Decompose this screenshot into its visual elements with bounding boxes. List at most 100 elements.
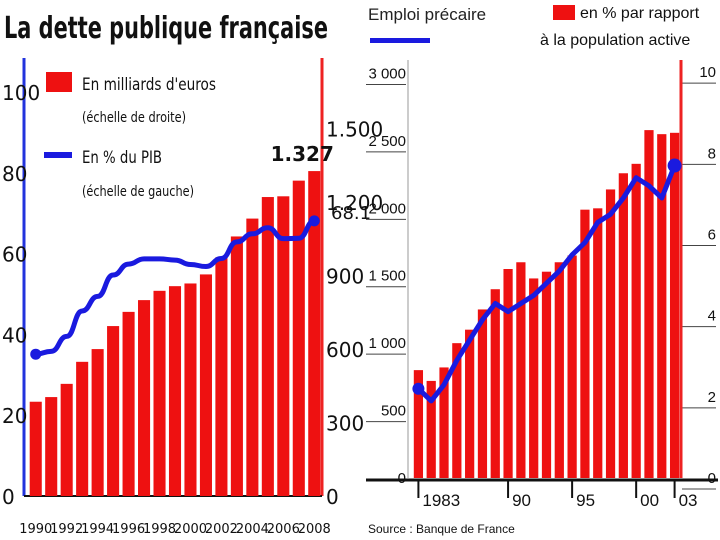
legend-line-note: (échelle de gauche) (82, 184, 194, 200)
bar-debt-2001 (199, 274, 212, 496)
left-y-tick-1500: 1 500 (368, 268, 406, 285)
right-y-tick-900: 900 (326, 265, 364, 289)
x-tick-1996: 1996 (112, 522, 145, 537)
right-legend-bar-line1: en % par rapport (580, 5, 700, 22)
right-y-tick-8: 8 (708, 145, 716, 162)
line-end-point (308, 215, 320, 227)
annotation-last-bar: 1.327 (271, 142, 334, 166)
bar-debt-1990 (29, 401, 42, 496)
annotation-last-line: 68.1 (331, 203, 371, 224)
bar-debt-1993 (76, 361, 89, 496)
right-y-tick-10: 10 (699, 64, 716, 81)
legend-line-swatch (44, 152, 72, 158)
right-y-tick-1200: 1.200 (326, 191, 383, 215)
left-y-tick-2000: 2 000 (368, 200, 406, 217)
bar-debt-2000 (184, 283, 197, 496)
right-legend-bar-swatch (553, 5, 575, 20)
bar-emploi-1984 (426, 380, 436, 478)
legend-line-label: En % du PIB (82, 148, 162, 168)
bar-emploi-1994 (554, 262, 564, 478)
bar-emploi-1992 (529, 278, 539, 478)
line-start-point (30, 348, 42, 360)
bar-emploi-1999 (618, 173, 628, 478)
bar-debt-2008 (308, 171, 321, 496)
right-y-tick-4: 4 (708, 308, 716, 325)
bar-debt-2002 (215, 257, 228, 496)
bar-emploi-1990 (503, 269, 513, 478)
right-chart: 0 500 1 000 1 500 2 000 2 500 3 000 0 2 4 6 8 10 1983… (366, 60, 718, 510)
bar-emploi-2000 (631, 163, 641, 478)
right-y-tick-1500: 1.500 (326, 118, 383, 142)
right-y-tick-2: 2 (708, 389, 716, 406)
bar-emploi-1986 (452, 343, 462, 478)
left-y-tick-500: 500 (381, 403, 406, 420)
left-chart: 0 20 40 60 80 100 0 300 600 900 1.200 1.500 19901992… (2, 58, 383, 537)
bar-debt-1997 (138, 300, 151, 496)
left-y-tick-0: 0 (2, 485, 15, 509)
legend-bar-label: En milliards d'euros (82, 75, 216, 95)
left-y-tick-1000: 1 000 (368, 335, 406, 352)
right-y-tick-0: 0 (326, 485, 339, 509)
bar-debt-2006 (277, 196, 290, 496)
x-tick-2000: 00 (640, 491, 659, 510)
bar-emploi-2003 (669, 132, 680, 478)
x-tick-2006: 2006 (267, 522, 300, 537)
bar-emploi-2001 (644, 130, 654, 478)
bar-debt-1996 (122, 311, 135, 496)
bar-debt-1995 (107, 326, 120, 496)
right-legend-line-label: Emploi précaire (368, 5, 486, 24)
x-tick-2008: 2008 (298, 522, 331, 537)
bar-emploi-1998 (605, 189, 616, 478)
bar-debt-2003 (230, 236, 243, 496)
bar-emploi-1993 (541, 271, 552, 478)
left-y-tick-80: 80 (2, 162, 27, 186)
x-tick-2002: 2002 (205, 522, 238, 537)
bar-debt-1999 (168, 286, 182, 496)
x-tick-1998: 1998 (143, 522, 176, 537)
bar-debt-1992 (60, 383, 73, 496)
right-legend-line-swatch (370, 38, 430, 43)
bar-debt-2004 (246, 218, 259, 496)
bar-emploi-1996 (580, 209, 590, 479)
bar-emploi-2002 (657, 134, 667, 478)
bar-debt-2005 (261, 197, 274, 497)
bar-emploi-1987 (465, 329, 475, 478)
left-y-tick-60: 60 (2, 243, 27, 267)
right-y-tick-600: 600 (326, 338, 364, 362)
x-tick-1990: 90 (512, 491, 531, 510)
right-y-tick-300: 300 (326, 412, 364, 436)
legend-bar-swatch (46, 72, 72, 92)
x-tick-2003: 03 (679, 491, 698, 510)
x-tick-2000: 2000 (174, 522, 207, 537)
right-y-tick-0: 0 (708, 470, 716, 487)
x-tick-2004: 2004 (236, 522, 269, 537)
bar-emploi-1989 (490, 289, 500, 478)
bar-debt-1998 (153, 290, 166, 496)
bar-emploi-1985 (439, 367, 449, 478)
bar-debt-1994 (91, 349, 104, 496)
left-y-tick-3000: 3 000 (368, 65, 406, 82)
bar-emploi-1983 (413, 370, 424, 478)
source-note: Source : Banque de France (368, 522, 515, 536)
bar-debt-2007 (292, 180, 305, 497)
left-y-tick-0: 0 (398, 470, 406, 487)
right-y-tick-6: 6 (708, 227, 716, 244)
line-start-point (412, 382, 425, 395)
left-chart-title: La dette publique française (4, 11, 328, 46)
x-tick-1990: 1990 (19, 522, 52, 537)
left-y-tick-40: 40 (2, 323, 27, 347)
line-end-point (667, 158, 682, 173)
bar-emploi-1997 (593, 208, 603, 479)
legend-bar-note: (échelle de droite) (82, 110, 186, 126)
line-debt-pct-gdp (35, 218, 315, 357)
bar-emploi-1995 (567, 255, 577, 478)
right-legend-bar-line2: à la population active (540, 32, 690, 49)
x-tick-1995: 95 (576, 491, 595, 510)
left-y-tick-100: 100 (2, 81, 40, 105)
x-tick-1992: 1992 (50, 522, 83, 537)
left-y-tick-2500: 2 500 (368, 133, 406, 150)
bar-debt-1991 (45, 397, 58, 496)
x-tick-1983: 1983 (422, 491, 460, 510)
x-tick-1994: 1994 (81, 522, 114, 537)
